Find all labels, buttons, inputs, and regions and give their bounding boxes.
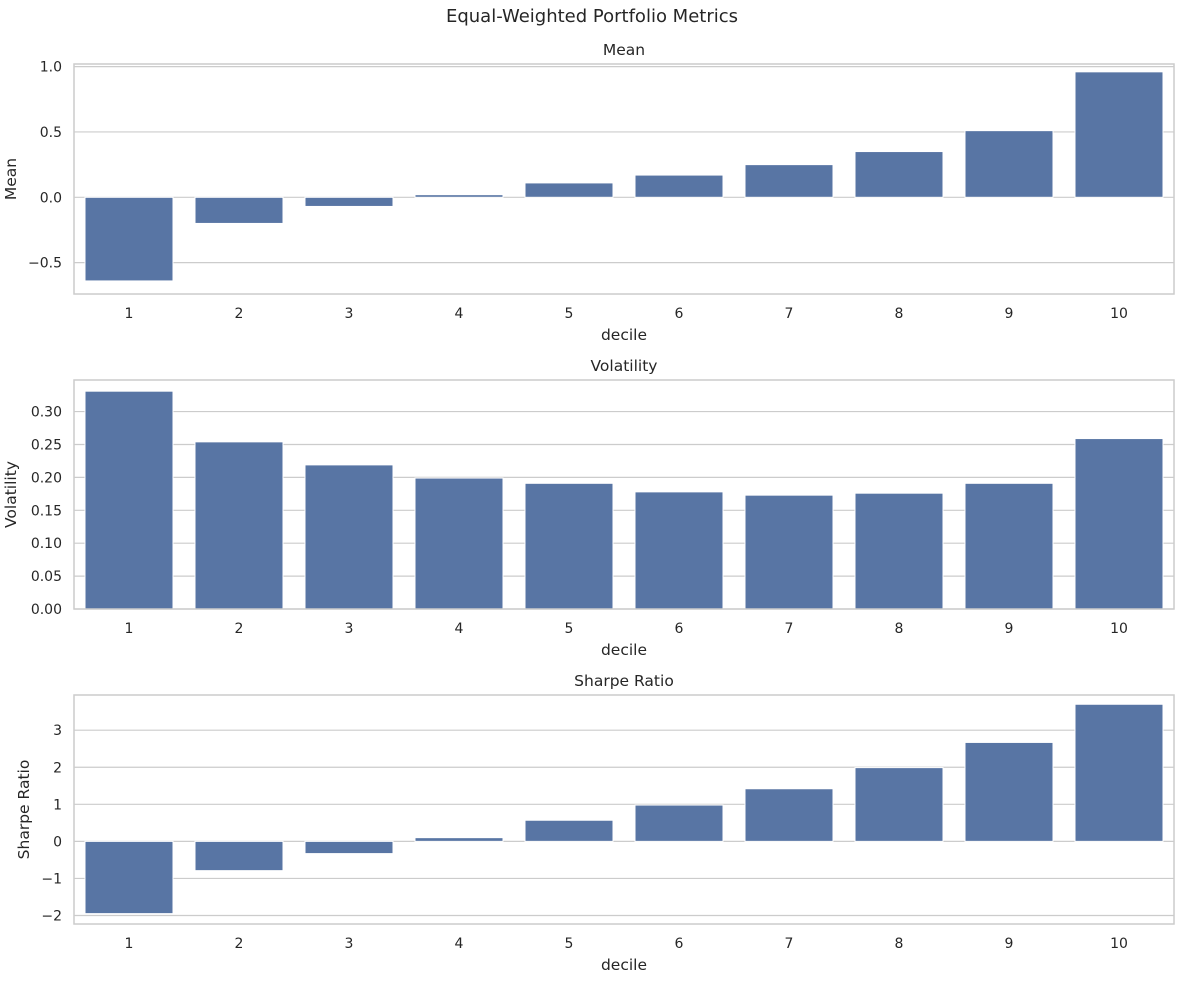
volatility-bar-8 <box>854 492 944 610</box>
volatility-bar-4 <box>414 477 504 610</box>
volatility-xtick-label: 7 <box>785 621 794 637</box>
mean-xtick-label: 8 <box>895 306 904 322</box>
sharpe-ratio-xtick-label: 8 <box>895 936 904 952</box>
mean-bar-4 <box>414 194 504 198</box>
mean-bar-3 <box>304 196 394 207</box>
sharpe-ratio-xtick-label: 9 <box>1005 936 1014 952</box>
figure-title: Equal-Weighted Portfolio Metrics <box>445 6 739 27</box>
mean-ytick-label: −0.5 <box>28 256 62 272</box>
mean-bar-8 <box>854 151 944 198</box>
volatility-ytick-label: 0.25 <box>31 437 62 453</box>
mean-ylabel: Mean <box>2 158 20 200</box>
mean-bar-5 <box>524 182 614 198</box>
volatility-xtick-label: 8 <box>895 621 904 637</box>
mean-bar-7 <box>744 164 834 198</box>
mean-subplot: −0.5 0.0 0.5 1.0 1 2 3 4 5 6 7 8 9 10 Mean decile Mean <box>2 41 1175 344</box>
mean-bar-1 <box>84 196 174 282</box>
sharpe-ratio-title: Sharpe Ratio <box>574 672 674 690</box>
volatility-bar-10 <box>1074 438 1164 610</box>
volatility-xtick-label: 2 <box>235 621 244 637</box>
sharpe-ratio-bar-9 <box>964 741 1054 842</box>
sharpe-ratio-bar-3 <box>304 840 394 855</box>
volatility-xtick-label: 1 <box>125 621 134 637</box>
mean-ytick-label: 1.0 <box>40 60 62 76</box>
sharpe-ratio-ytick-label: 3 <box>53 723 62 739</box>
sharpe-ratio-xtick-label: 10 <box>1110 936 1128 952</box>
mean-bar-2 <box>194 196 284 224</box>
mean-xtick-label: 6 <box>675 306 684 322</box>
volatility-ytick-label: 0.30 <box>31 405 62 421</box>
sharpe-ratio-bar-1 <box>84 840 174 915</box>
mean-xtick-label: 1 <box>125 306 134 322</box>
mean-title: Mean <box>603 41 645 59</box>
mean-xtick-label: 4 <box>455 306 464 322</box>
sharpe-ratio-xtick-label: 7 <box>785 936 794 952</box>
sharpe-ratio-xtick-label: 2 <box>235 936 244 952</box>
sharpe-ratio-bar-7 <box>744 788 834 842</box>
mean-xtick-label: 10 <box>1110 306 1128 322</box>
sharpe-ratio-xtick-label: 4 <box>455 936 464 952</box>
sharpe-ratio-xtick-label: 5 <box>565 936 574 952</box>
volatility-title: Volatility <box>591 357 658 375</box>
volatility-ytick-label: 0.00 <box>31 602 62 618</box>
sharpe-ratio-bar-5 <box>524 819 614 842</box>
sharpe-ratio-ytick-label: 2 <box>53 760 62 776</box>
sharpe-ratio-bar-8 <box>854 767 944 842</box>
sharpe-ratio-ytick-label: −2 <box>41 908 62 924</box>
mean-xtick-label: 5 <box>565 306 574 322</box>
mean-ytick-label: 0.5 <box>40 125 62 141</box>
volatility-ytick-label: 0.05 <box>31 569 62 585</box>
sharpe-ratio-ylabel: Sharpe Ratio <box>15 760 33 860</box>
volatility-xtick-label: 3 <box>345 621 354 637</box>
mean-xtick-label: 7 <box>785 306 794 322</box>
sharpe-ratio-axes-frame <box>73 694 1175 925</box>
mean-xtick-label: 3 <box>345 306 354 322</box>
mean-bar-10 <box>1074 71 1164 198</box>
volatility-xtick-label: 9 <box>1005 621 1014 637</box>
mean-bar-6 <box>634 174 724 198</box>
volatility-xtick-label: 4 <box>455 621 464 637</box>
mean-xlabel: decile <box>601 326 647 344</box>
volatility-bar-5 <box>524 482 614 610</box>
volatility-bar-9 <box>964 482 1054 610</box>
volatility-xtick-label: 10 <box>1110 621 1128 637</box>
volatility-xlabel: decile <box>601 641 647 659</box>
volatility-ylabel: Volatility <box>2 461 20 528</box>
mean-ytick-label: 0.0 <box>40 190 62 206</box>
volatility-ytick-label: 0.15 <box>31 503 62 519</box>
sharpe-ratio-ytick-label: −1 <box>41 871 62 887</box>
volatility-bar-7 <box>744 494 834 610</box>
sharpe-ratio-subplot: −2 −1 0 1 2 3 1 2 3 4 5 6 7 8 9 10 Sharpe Ratio decile Sha… <box>15 672 1175 974</box>
volatility-bar-1 <box>84 390 174 610</box>
sharpe-ratio-xtick-label: 3 <box>345 936 354 952</box>
sharpe-ratio-xtick-label: 6 <box>675 936 684 952</box>
volatility-bar-6 <box>634 491 724 610</box>
volatility-subplot: 0.00 0.05 0.10 0.15 0.20 0.25 0.30 1 2 3 4 5 6 7 8 9 10 V… <box>2 357 1175 659</box>
sharpe-ratio-bar-10 <box>1074 703 1164 842</box>
volatility-axes-frame <box>73 379 1175 610</box>
sharpe-ratio-xtick-label: 1 <box>125 936 134 952</box>
sharpe-ratio-ytick-label: 1 <box>53 797 62 813</box>
volatility-xtick-label: 5 <box>565 621 574 637</box>
volatility-ytick-label: 0.20 <box>31 470 62 486</box>
mean-axes-frame <box>73 63 1175 295</box>
volatility-xtick-label: 6 <box>675 621 684 637</box>
volatility-ytick-label: 0.10 <box>31 536 62 552</box>
volatility-bar-3 <box>304 464 394 610</box>
sharpe-ratio-bar-2 <box>194 840 284 872</box>
mean-xtick-label: 2 <box>235 306 244 322</box>
sharpe-ratio-ytick-label: 0 <box>53 834 62 850</box>
sharpe-ratio-bar-6 <box>634 804 724 842</box>
mean-xtick-label: 9 <box>1005 306 1014 322</box>
sharpe-ratio-bar-4 <box>414 837 504 842</box>
mean-bar-9 <box>964 130 1054 198</box>
sharpe-ratio-xlabel: decile <box>601 956 647 974</box>
volatility-bar-2 <box>194 441 284 610</box>
